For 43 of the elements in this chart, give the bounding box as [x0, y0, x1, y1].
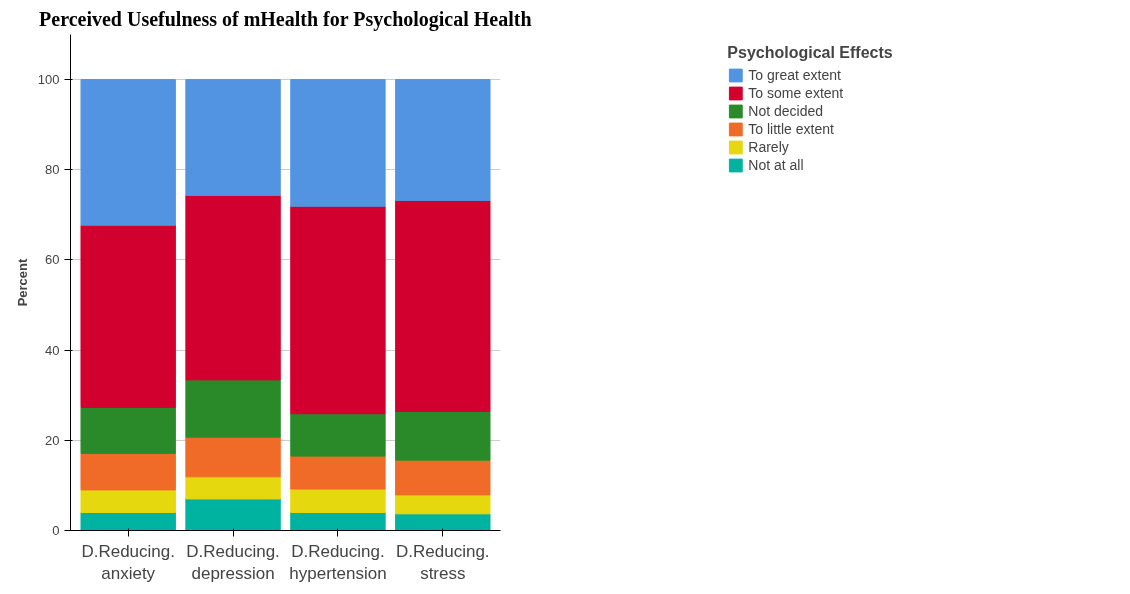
bar — [185, 476, 281, 500]
y-tick-label: 0 — [52, 523, 60, 538]
bar — [185, 379, 281, 438]
x-tick-label: D.Reducing. anxiety — [81, 541, 175, 584]
bar — [290, 205, 386, 415]
bar — [80, 452, 176, 491]
chart-title: Perceived Usefulness of mHealth for Psychological Health — [39, 7, 532, 31]
bar — [395, 410, 491, 461]
legend-label: Not at all — [748, 157, 804, 173]
bar — [185, 194, 281, 381]
bar — [80, 511, 176, 531]
bar — [395, 79, 491, 201]
legend-label: Rarely — [748, 139, 789, 155]
bar — [395, 459, 491, 496]
bar — [185, 498, 281, 531]
bar — [290, 79, 386, 207]
bar — [80, 489, 176, 513]
bar — [395, 513, 491, 531]
legend-title: Psychological Effects — [727, 44, 893, 62]
bar — [185, 436, 281, 478]
bar — [290, 413, 386, 457]
bar — [290, 455, 386, 490]
bar — [290, 511, 386, 531]
legend-label: To great extent — [748, 67, 841, 83]
legend-label: To some extent — [748, 85, 844, 101]
bar — [80, 224, 176, 408]
bar — [395, 494, 491, 515]
y-axis-title: Percent — [14, 257, 30, 307]
x-tick-label: D.Reducing. depression — [186, 541, 280, 584]
y-tick-label: 20 — [45, 432, 60, 448]
bar — [395, 199, 491, 412]
y-tick-label: 60 — [45, 252, 60, 268]
legend-label: To little extent — [748, 121, 834, 137]
y-tick-label: 100 — [37, 72, 60, 88]
y-tick-label: 40 — [45, 342, 60, 358]
x-tick-label: D.Reducing. stress — [396, 541, 490, 584]
bar — [185, 79, 281, 196]
y-tick-label: 80 — [45, 162, 60, 178]
legend-label: Not decided — [748, 103, 824, 119]
x-tick-label: D.Reducing. hypertension — [289, 541, 387, 584]
bar — [80, 406, 176, 454]
bar — [290, 488, 386, 513]
bar — [80, 79, 176, 226]
